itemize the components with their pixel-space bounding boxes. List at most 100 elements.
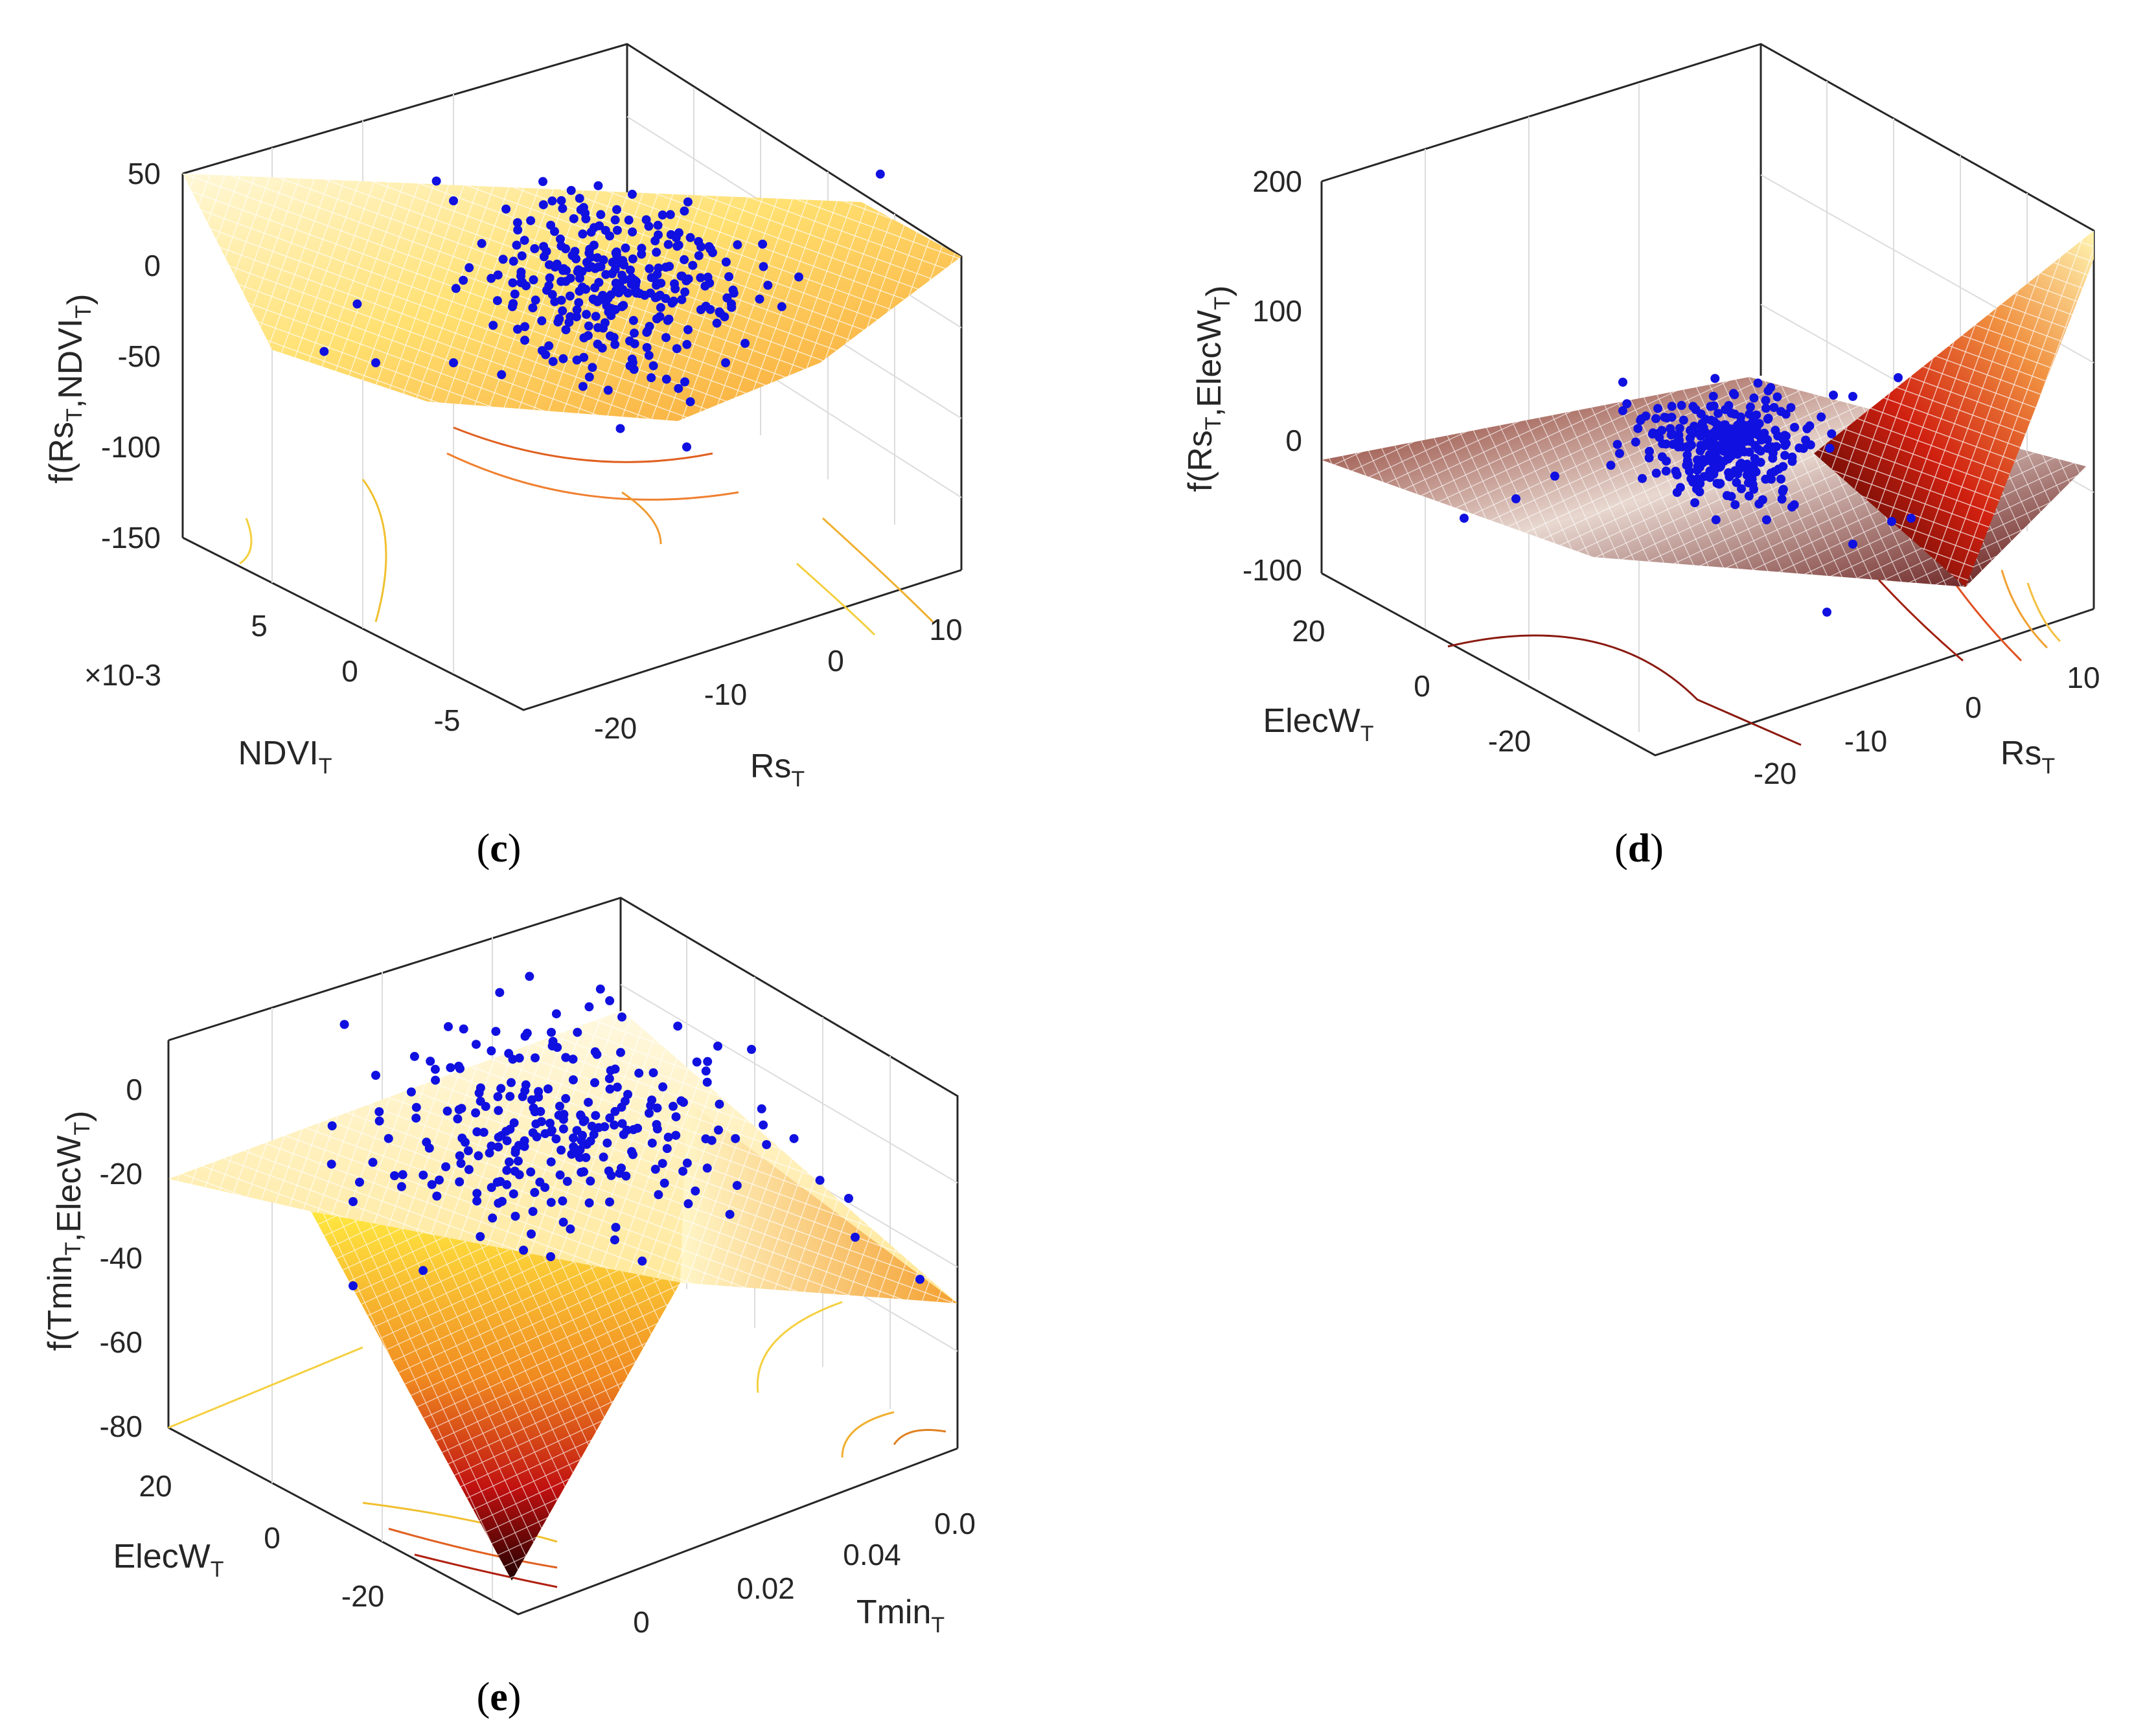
- scatter-point: [525, 972, 534, 981]
- scatter-point: [492, 296, 502, 306]
- scatter-point: [721, 358, 730, 367]
- scatter-point: [1714, 479, 1724, 489]
- scatter-point: [569, 1133, 578, 1143]
- scatter-point: [572, 355, 582, 365]
- scatter-point: [628, 227, 637, 237]
- scatter-point: [1667, 413, 1677, 422]
- panel-e-z-tick: -80: [100, 1410, 143, 1443]
- scatter-point: [528, 1207, 538, 1217]
- scatter-point: [368, 1158, 378, 1167]
- panel-c-x-tick: 0: [827, 644, 844, 678]
- scatter-point: [491, 1027, 501, 1036]
- scatter-point: [627, 189, 637, 199]
- scatter-point: [600, 318, 610, 328]
- scatter-point: [1606, 461, 1616, 470]
- scatter-point: [1745, 448, 1754, 457]
- scatter-point: [586, 1176, 595, 1186]
- scatter-point: [1752, 424, 1761, 433]
- scatter-point: [1675, 424, 1684, 433]
- panel-d-x-ticks: -20 -10 0 10: [1754, 661, 2100, 790]
- scatter-point: [1511, 494, 1520, 503]
- scatter-point: [700, 281, 710, 291]
- scatter-point: [715, 307, 724, 317]
- scatter-point: [612, 205, 621, 214]
- scatter-point: [520, 1086, 530, 1095]
- scatter-point: [509, 257, 518, 266]
- scatter-point: [566, 186, 576, 195]
- scatter-point: [579, 203, 588, 212]
- scatter-point: [724, 272, 734, 282]
- scatter-point: [725, 1209, 735, 1219]
- scatter-point: [488, 1213, 498, 1223]
- scatter-point: [459, 1024, 468, 1034]
- panel-e-x-tick: 0: [633, 1605, 650, 1639]
- panel-d-y-label: ElecWT: [1263, 702, 1373, 746]
- scatter-point: [474, 1088, 484, 1098]
- scatter-point: [527, 1229, 536, 1239]
- scatter-point: [463, 1146, 473, 1156]
- scatter-point: [696, 242, 706, 252]
- scatter-point: [645, 1108, 654, 1118]
- scatter-point: [1618, 406, 1627, 416]
- scatter-point: [510, 290, 520, 299]
- scatter-point: [1750, 465, 1759, 475]
- scatter-point: [634, 1068, 644, 1078]
- scatter-point: [713, 1042, 722, 1051]
- panel-e-x-tick: 0.0: [934, 1507, 976, 1540]
- scatter-point: [578, 382, 588, 391]
- scatter-point: [556, 1145, 566, 1155]
- scatter-point: [593, 339, 602, 349]
- scatter-point: [449, 196, 458, 205]
- scatter-point: [558, 306, 568, 315]
- scatter-point: [555, 1170, 565, 1180]
- scatter-point: [552, 259, 562, 269]
- scatter-point: [513, 225, 523, 234]
- scatter-point: [1730, 500, 1740, 510]
- scatter-point: [1777, 494, 1787, 504]
- scatter-point: [915, 1275, 924, 1284]
- scatter-point: [642, 343, 652, 352]
- scatter-point: [553, 317, 563, 327]
- scatter-point: [556, 196, 566, 205]
- scatter-point: [1714, 455, 1723, 464]
- scatter-point: [509, 1189, 518, 1199]
- scatter-point: [604, 1074, 614, 1084]
- scatter-point: [579, 333, 589, 343]
- scatter-point: [605, 1084, 615, 1094]
- scatter-point: [530, 1107, 540, 1117]
- panel-c-z-tick: -100: [101, 430, 161, 464]
- scatter-point: [1688, 402, 1698, 411]
- scatter-point: [740, 339, 750, 348]
- scatter-point: [658, 1082, 668, 1091]
- scatter-point: [1730, 390, 1739, 400]
- scatter-point: [654, 1190, 663, 1200]
- scatter-point: [1708, 391, 1718, 401]
- scatter-point: [851, 1233, 860, 1242]
- scatter-point: [1768, 453, 1778, 463]
- scatter-point: [569, 1142, 579, 1152]
- panel-e-caption: (e): [477, 1675, 522, 1719]
- scatter-point: [559, 264, 569, 273]
- scatter-point: [509, 299, 518, 308]
- scatter-point: [671, 1130, 681, 1140]
- scatter-point: [456, 1159, 466, 1168]
- scatter-point: [546, 1252, 555, 1261]
- scatter-point: [1795, 443, 1804, 453]
- scatter-point: [1720, 420, 1730, 429]
- scatter-point: [496, 1084, 506, 1093]
- scatter-point: [645, 321, 654, 331]
- scatter-point: [1667, 402, 1677, 411]
- scatter-point: [568, 1055, 578, 1064]
- scatter-point: [678, 1167, 688, 1176]
- scatter-point: [586, 227, 596, 237]
- scatter-point: [539, 242, 549, 251]
- scatter-point: [349, 1281, 358, 1290]
- scatter-point: [374, 1116, 384, 1126]
- scatter-point: [610, 215, 620, 225]
- scatter-point: [1778, 485, 1788, 494]
- scatter-point: [547, 1041, 557, 1051]
- scatter-point: [610, 1235, 619, 1245]
- scatter-point: [1772, 442, 1782, 451]
- panel-e-z-tick: -20: [100, 1157, 143, 1191]
- scatter-point: [501, 204, 511, 214]
